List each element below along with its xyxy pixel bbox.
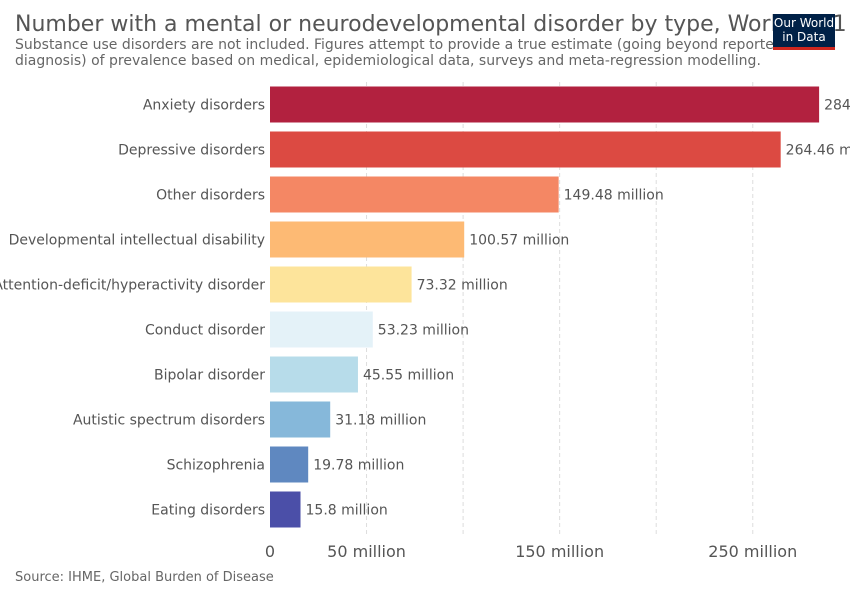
category-label-4: Attention-deficit/hyperactivity disorder (0, 278, 265, 294)
category-label-0: Anxiety disorders (143, 98, 265, 114)
bar-8 (270, 446, 309, 483)
category-label-3: Developmental intellectual disability (9, 233, 265, 249)
category-label-8: Schizophrenia (167, 458, 265, 474)
value-label-1: 264.46 million (786, 143, 850, 159)
category-label-6: Bipolar disorder (154, 368, 265, 384)
bar-3 (270, 221, 465, 258)
category-label-1: Depressive disorders (118, 143, 265, 159)
chart-subtitle: Substance use disorders are not included… (15, 37, 783, 69)
bar-9 (270, 491, 301, 528)
bar-1 (270, 131, 781, 168)
value-label-3: 100.57 million (469, 233, 569, 249)
value-label-8: 19.78 million (313, 458, 404, 474)
value-label-9: 15.8 million (306, 503, 388, 519)
value-label-5: 53.23 million (378, 323, 469, 339)
value-label-2: 149.48 million (564, 188, 664, 204)
bar-2 (270, 176, 559, 213)
source-note: Source: IHME, Global Burden of Disease (15, 570, 274, 585)
bar-7 (270, 401, 331, 438)
owid-logo[interactable]: Our World in Data (773, 14, 835, 50)
x-tick-label-2: 150 million (515, 542, 604, 561)
chart-title: Number with a mental or neurodevelopment… (15, 12, 845, 37)
value-label-7: 31.18 million (335, 413, 426, 429)
bar-4 (270, 266, 412, 303)
category-label-9: Eating disorders (151, 503, 265, 519)
bar-5 (270, 311, 373, 348)
logo-line-2: in Data (782, 30, 826, 44)
logo-line-1: Our World (773, 16, 835, 30)
value-label-6: 45.55 million (363, 368, 454, 384)
x-tick-label-3: 250 million (708, 542, 797, 561)
value-label-0: 284.36 million (824, 98, 850, 114)
category-label-2: Other disorders (156, 188, 265, 204)
bar-0 (270, 86, 820, 123)
x-tick-label-0: 0 (265, 542, 275, 561)
x-tick-label-1: 50 million (327, 542, 406, 561)
category-label-7: Autistic spectrum disorders (73, 413, 265, 429)
value-label-4: 73.32 million (417, 278, 508, 294)
bar-6 (270, 356, 358, 393)
category-label-5: Conduct disorder (145, 323, 265, 339)
